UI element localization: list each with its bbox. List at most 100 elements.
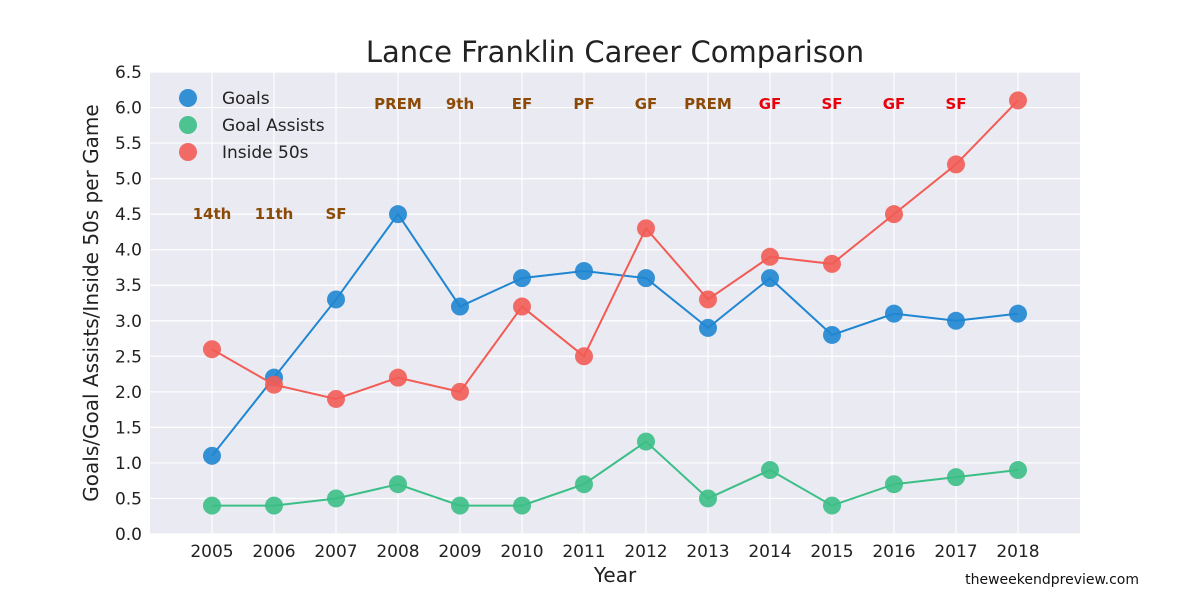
- point-goal-assists-2012: [637, 432, 655, 451]
- annotation-2006: 11th: [255, 205, 294, 223]
- annotation-2007: SF: [325, 205, 346, 223]
- x-tick-labels: 2005 2006 2007 2008 2009 2010 2011 2012 2013 2014…: [190, 542, 1039, 562]
- x-tick-label: 2005: [190, 542, 233, 562]
- point-inside-50s-2014: [761, 247, 779, 266]
- point-inside-50s-2005: [203, 340, 221, 359]
- point-goals-2014: [761, 269, 779, 288]
- line-goal-assists: [212, 440, 1019, 507]
- x-tick-label: 2011: [562, 542, 605, 562]
- point-goal-assists-2006: [265, 496, 283, 515]
- annotation-2014: GF: [759, 95, 782, 113]
- point-goal-assists-2017: [947, 468, 965, 487]
- point-inside-50s-2012: [637, 219, 655, 238]
- point-inside-50s-2017: [947, 155, 965, 174]
- point-goals-2005: [203, 446, 221, 465]
- x-tick-label: 2015: [810, 542, 853, 562]
- y-axis-label: Goals/Goal Assists/Inside 50s per Game: [79, 104, 103, 501]
- y-tick-label: 2.0: [115, 383, 142, 403]
- y-tick-label: 3.5: [115, 276, 142, 296]
- annotation-2016: GF: [883, 95, 906, 113]
- x-tick-label: 2013: [686, 542, 729, 562]
- y-tick-label: 1.0: [115, 454, 142, 474]
- y-tick-label: 0.5: [115, 489, 142, 509]
- grid: [150, 71, 1080, 535]
- chart-title: Lance Franklin Career Comparison: [366, 35, 864, 69]
- point-inside-50s-2009: [451, 382, 469, 401]
- y-tick-label: 4.5: [115, 205, 142, 225]
- y-tick-label: 2.5: [115, 347, 142, 367]
- point-goal-assists-2005: [203, 496, 221, 515]
- point-inside-50s-2007: [327, 389, 345, 408]
- series-inside-50s: [203, 91, 1027, 408]
- point-goals-2016: [885, 304, 903, 323]
- x-tick-label: 2018: [996, 542, 1039, 562]
- point-inside-50s-2011: [575, 347, 593, 366]
- annotation-2015: SF: [821, 95, 842, 113]
- x-tick-label: 2006: [252, 542, 295, 562]
- point-inside-50s-2015: [823, 254, 841, 273]
- annotation-2010: EF: [512, 95, 533, 113]
- point-goals-2017: [947, 311, 965, 330]
- point-goals-2011: [575, 262, 593, 281]
- legend-label-inside-50s: Inside 50s: [222, 143, 309, 163]
- plot-background: [150, 72, 1080, 534]
- point-goals-2012: [637, 269, 655, 288]
- y-tick-label: 4.0: [115, 241, 142, 261]
- watermark: theweekendpreview.com: [965, 572, 1139, 588]
- point-inside-50s-2018: [1009, 91, 1027, 110]
- point-goals-2008: [389, 205, 407, 224]
- line-inside-50s: [211, 99, 1019, 400]
- x-tick-label: 2016: [872, 542, 915, 562]
- legend-marker-inside-50s: [179, 143, 197, 161]
- point-goal-assists-2007: [327, 489, 345, 508]
- x-tick-label: 2017: [934, 542, 977, 562]
- line-goals: [211, 212, 1019, 457]
- x-tick-label: 2012: [624, 542, 667, 562]
- y-tick-label: 5.5: [115, 134, 142, 154]
- point-goal-assists-2011: [575, 475, 593, 494]
- legend-marker-goal-assists: [179, 116, 197, 134]
- annotation-2011: PF: [573, 95, 594, 113]
- point-goals-2015: [823, 325, 841, 344]
- annotation-2017: SF: [945, 95, 966, 113]
- annotation-2005: 14th: [193, 205, 232, 223]
- point-goal-assists-2008: [389, 475, 407, 494]
- point-goal-assists-2009: [451, 496, 469, 515]
- annotation-2008: PREM: [374, 95, 422, 113]
- point-goal-assists-2013: [699, 489, 717, 508]
- series-goal-assists: [203, 432, 1027, 515]
- annotations: 14th 11th SF PREM 9th EF PF GF PREM GF SF GF SF: [193, 95, 967, 223]
- point-inside-50s-2008: [389, 368, 407, 387]
- y-tick-label: 6.0: [115, 99, 142, 119]
- x-tick-label: 2010: [500, 542, 543, 562]
- y-tick-label: 1.5: [115, 418, 142, 438]
- series-goals: [203, 205, 1027, 465]
- point-goals-2013: [699, 318, 717, 337]
- legend-marker-goals: [179, 89, 197, 107]
- point-goal-assists-2015: [823, 496, 841, 515]
- point-inside-50s-2006: [265, 375, 283, 394]
- point-inside-50s-2010: [513, 297, 531, 316]
- point-inside-50s-2016: [885, 205, 903, 224]
- annotation-2013: PREM: [684, 95, 732, 113]
- point-goals-2007: [327, 290, 345, 309]
- point-goals-2018: [1009, 304, 1027, 323]
- point-goal-assists-2014: [761, 461, 779, 480]
- point-goal-assists-2016: [885, 475, 903, 494]
- legend: Goals Goal Assists Inside 50s: [179, 89, 325, 163]
- x-tick-label: 2008: [376, 542, 419, 562]
- point-goal-assists-2018: [1009, 461, 1027, 480]
- legend-label-goal-assists: Goal Assists: [222, 116, 325, 136]
- y-tick-label: 6.5: [115, 63, 142, 83]
- series-layer: [203, 91, 1027, 515]
- y-tick-label: 5.0: [115, 170, 142, 190]
- point-goals-2010: [513, 269, 531, 288]
- point-inside-50s-2013: [699, 290, 717, 309]
- legend-label-goals: Goals: [222, 89, 270, 109]
- y-tick-label: 3.0: [115, 312, 142, 332]
- x-tick-label: 2009: [438, 542, 481, 562]
- annotation-2012: GF: [635, 95, 658, 113]
- x-tick-label: 2014: [748, 542, 791, 562]
- y-tick-label: 0.0: [115, 525, 142, 545]
